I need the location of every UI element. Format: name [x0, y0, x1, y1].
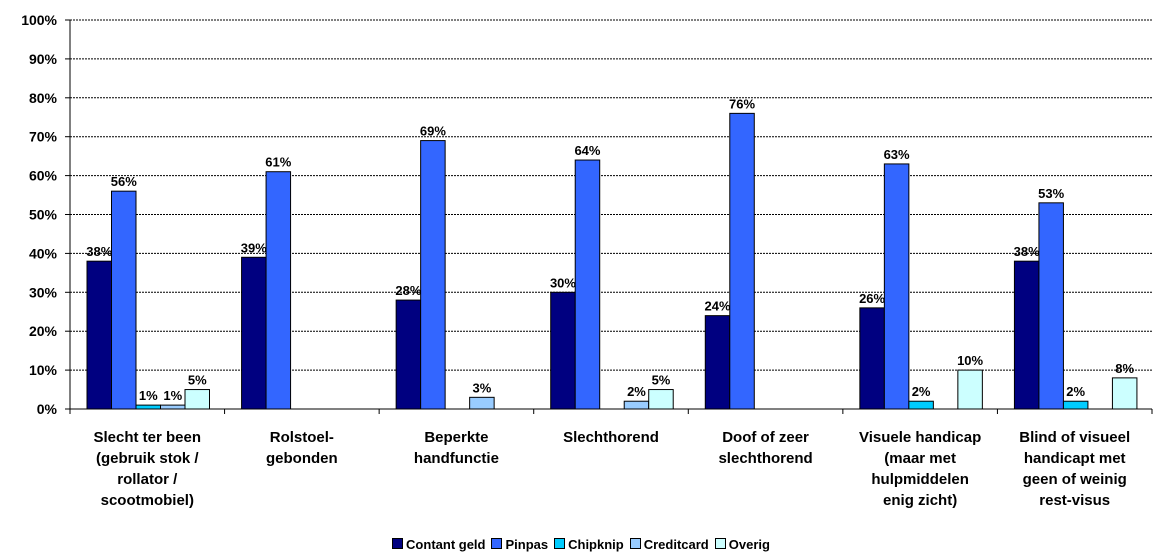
- bar-creditcard: [160, 404, 186, 410]
- bar-pinpas: [883, 163, 910, 410]
- bar-pinpas: [111, 190, 137, 410]
- y-tick-label: 80%: [29, 90, 58, 106]
- category-label: Visuele handicap (maar met hulpmiddelen eni…: [859, 429, 982, 509]
- bar-overig: [648, 389, 674, 410]
- data-label: 2%: [627, 384, 646, 399]
- bar-chipknip: [908, 400, 934, 410]
- bar-contant-geld: [704, 315, 731, 410]
- bar-contant-geld: [550, 291, 576, 410]
- bar-pinpas: [1038, 202, 1064, 410]
- data-label: 39%: [241, 240, 267, 255]
- data-label: 28%: [395, 283, 421, 298]
- legend-item: Contant geld: [392, 537, 485, 552]
- bar-overig: [184, 389, 210, 410]
- data-label: 2%: [1066, 384, 1085, 399]
- bar-overig: [957, 369, 983, 410]
- data-label: 69%: [420, 124, 446, 139]
- y-tick-label: 30%: [29, 284, 58, 300]
- category-label: Beperkte handfunctie: [413, 429, 499, 467]
- data-label: 53%: [1038, 186, 1064, 201]
- data-label: 30%: [550, 275, 576, 290]
- legend-item: Creditcard: [629, 537, 709, 552]
- data-label: 38%: [86, 244, 112, 259]
- y-tick-label: 60%: [29, 168, 58, 184]
- data-label: 63%: [884, 147, 910, 162]
- data-label: 24%: [705, 299, 731, 314]
- y-tick-label: 70%: [29, 129, 58, 145]
- legend-label: Overig: [728, 537, 770, 552]
- category-label: Blind of visueel handicapt met geen of wei…: [1019, 429, 1131, 509]
- legend-item: Chipknip: [554, 537, 624, 552]
- legend-label: Chipknip: [568, 537, 624, 552]
- bar-pinpas: [574, 159, 601, 410]
- data-label: 76%: [729, 96, 755, 111]
- data-label: 10%: [957, 353, 983, 368]
- data-label: 56%: [111, 174, 137, 189]
- y-tick-label: 90%: [29, 51, 58, 67]
- data-label: 5%: [188, 373, 207, 388]
- legend-swatch: [392, 538, 404, 550]
- data-label: 3%: [472, 380, 491, 395]
- bar-contant-geld: [1013, 260, 1040, 410]
- data-label: 5%: [652, 373, 671, 388]
- legend-swatch: [629, 538, 641, 550]
- bar-pinpas: [420, 140, 446, 410]
- legend: Contant geld Pinpas Chipknip Creditcard Over…: [0, 537, 1162, 552]
- legend-label: Creditcard: [643, 537, 709, 552]
- legend-swatch: [554, 538, 566, 550]
- data-label: 26%: [859, 291, 885, 306]
- data-label: 38%: [1014, 244, 1040, 259]
- legend-label: Contant geld: [406, 537, 486, 552]
- bar-contant-geld: [859, 307, 885, 410]
- legend-item: Pinpas: [491, 537, 548, 552]
- legend-swatch: [714, 538, 726, 550]
- bar-chipknip: [1062, 400, 1089, 410]
- legend-label: Pinpas: [505, 537, 549, 552]
- category-label: Doof of zeer slechthorend: [718, 429, 813, 467]
- category-label: Rolstoel-gebonden: [266, 429, 338, 467]
- bar-pinpas: [729, 112, 755, 410]
- data-label: 1%: [139, 388, 158, 403]
- bar-creditcard: [623, 400, 650, 410]
- bar-overig: [1111, 377, 1138, 410]
- bar-contant-geld: [86, 260, 112, 410]
- y-tick-label: 40%: [29, 245, 58, 261]
- category-label: Slechthorend: [563, 429, 659, 446]
- legend-item: Overig: [714, 537, 770, 552]
- data-label: 1%: [163, 388, 182, 403]
- y-tick-label: 100%: [21, 12, 57, 28]
- y-tick-label: 20%: [29, 323, 58, 339]
- bar-contant-geld: [241, 256, 267, 410]
- data-label: 61%: [265, 155, 291, 170]
- bar-chipknip: [135, 404, 161, 410]
- category-label: Slecht ter been (gebruik stok / rollator /…: [93, 429, 202, 509]
- data-label: 8%: [1115, 361, 1134, 376]
- data-label: 2%: [912, 384, 931, 399]
- bar-creditcard: [469, 396, 495, 410]
- bar-contant-geld: [395, 299, 422, 410]
- y-tick-label: 50%: [29, 207, 58, 223]
- legend-swatch: [491, 538, 503, 550]
- y-tick-label: 0%: [37, 401, 58, 417]
- data-label: 64%: [574, 143, 600, 158]
- y-tick-label: 10%: [29, 362, 58, 378]
- bar-pinpas: [265, 171, 292, 410]
